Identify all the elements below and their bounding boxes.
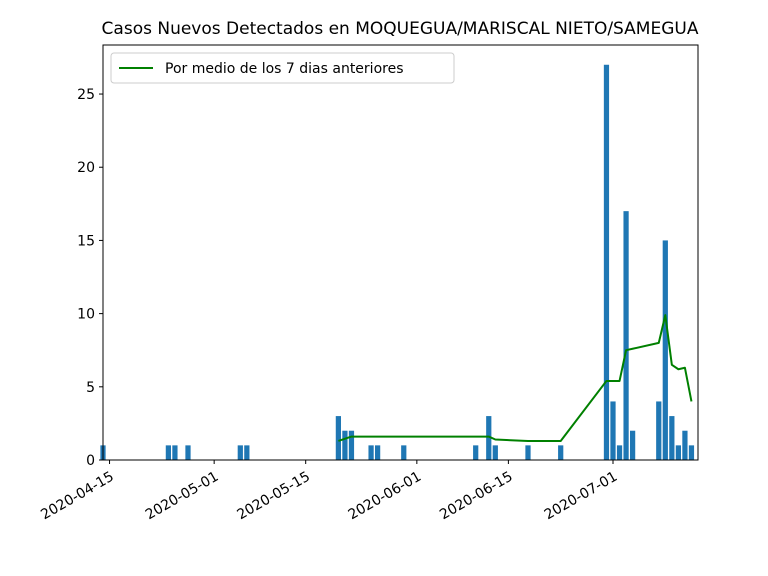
bar bbox=[185, 445, 191, 460]
bar bbox=[630, 430, 636, 460]
bar bbox=[342, 430, 348, 460]
bar bbox=[375, 445, 381, 460]
bar bbox=[492, 445, 498, 460]
y-tick-label: 10 bbox=[77, 307, 95, 323]
bar bbox=[603, 64, 610, 460]
bar bbox=[675, 445, 681, 460]
bar bbox=[165, 445, 171, 460]
legend-box bbox=[110, 52, 455, 84]
y-tick-label: 25 bbox=[77, 87, 95, 103]
legend-label: Por medio de los 7 dias anteriores bbox=[165, 61, 404, 77]
bar bbox=[656, 401, 662, 460]
series-line bbox=[338, 314, 693, 442]
bar bbox=[368, 445, 374, 460]
bar bbox=[688, 445, 695, 460]
y-tick-label: 15 bbox=[77, 233, 95, 249]
legend: Por medio de los 7 dias anteriores bbox=[110, 52, 455, 84]
bar bbox=[525, 445, 531, 460]
bar bbox=[682, 430, 688, 460]
y-tick-label: 20 bbox=[77, 160, 95, 176]
bar bbox=[669, 416, 675, 460]
bar bbox=[172, 445, 178, 460]
bar bbox=[610, 401, 616, 460]
bar bbox=[401, 445, 407, 460]
bar bbox=[473, 445, 479, 460]
bar bbox=[348, 430, 355, 460]
y-tick-label: 5 bbox=[86, 380, 95, 396]
bar bbox=[558, 445, 564, 460]
bar bbox=[244, 445, 250, 460]
bar bbox=[616, 445, 623, 460]
y-tick-label: 0 bbox=[86, 453, 95, 469]
bar bbox=[486, 416, 492, 460]
chart-title: Casos Nuevos Detectados en MOQUEGUA/MARI… bbox=[102, 19, 699, 39]
bar bbox=[623, 211, 629, 460]
axes-frame bbox=[102, 44, 699, 461]
bar bbox=[237, 445, 243, 460]
bar bbox=[662, 240, 668, 460]
bar bbox=[335, 416, 341, 460]
